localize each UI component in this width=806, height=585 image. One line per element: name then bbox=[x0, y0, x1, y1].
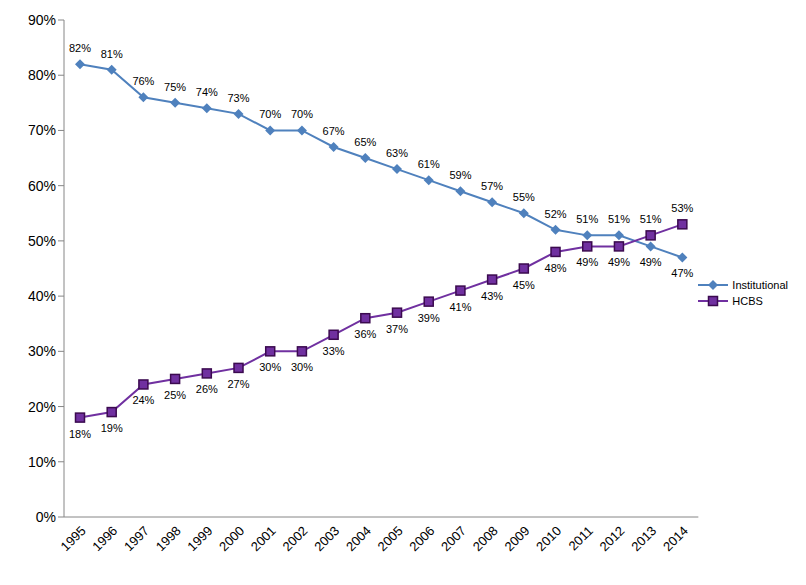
svg-text:67%: 67% bbox=[323, 125, 345, 137]
svg-text:2011: 2011 bbox=[566, 523, 596, 553]
svg-text:61%: 61% bbox=[418, 158, 440, 170]
svg-text:49%: 49% bbox=[640, 256, 662, 268]
svg-text:2000: 2000 bbox=[216, 523, 247, 554]
svg-text:49%: 49% bbox=[608, 256, 630, 268]
svg-text:52%: 52% bbox=[545, 208, 567, 220]
svg-text:2007: 2007 bbox=[438, 523, 469, 554]
svg-text:19%: 19% bbox=[101, 422, 123, 434]
svg-text:40%: 40% bbox=[28, 288, 56, 304]
svg-text:33%: 33% bbox=[323, 345, 345, 357]
html-text:HCBS: HCBS bbox=[732, 294, 763, 307]
svg-text:49%: 49% bbox=[576, 256, 598, 268]
svg-text:18%: 18% bbox=[69, 428, 91, 440]
svg-text:65%: 65% bbox=[354, 136, 376, 148]
svg-text:73%: 73% bbox=[227, 92, 249, 104]
svg-text:1998: 1998 bbox=[153, 523, 184, 554]
svg-text:20%: 20% bbox=[28, 399, 56, 415]
svg-text:53%: 53% bbox=[671, 202, 693, 214]
svg-text:2001: 2001 bbox=[248, 523, 279, 554]
svg-text:50%: 50% bbox=[28, 233, 56, 249]
svg-text:48%: 48% bbox=[545, 262, 567, 274]
svg-text:10%: 10% bbox=[28, 454, 56, 470]
svg-text:2014: 2014 bbox=[660, 523, 691, 554]
svg-text:51%: 51% bbox=[576, 213, 598, 225]
svg-text:41%: 41% bbox=[449, 301, 471, 313]
svg-text:0%: 0% bbox=[36, 509, 56, 525]
svg-text:2010: 2010 bbox=[533, 523, 564, 554]
svg-text:2002: 2002 bbox=[280, 523, 311, 554]
svg-text:80%: 80% bbox=[28, 67, 56, 83]
svg-text:37%: 37% bbox=[386, 323, 408, 335]
svg-text:30%: 30% bbox=[28, 343, 56, 359]
svg-text:45%: 45% bbox=[513, 279, 535, 291]
svg-text:51%: 51% bbox=[640, 213, 662, 225]
svg-text:74%: 74% bbox=[196, 86, 218, 98]
svg-text:70%: 70% bbox=[291, 108, 313, 120]
svg-text:1997: 1997 bbox=[121, 523, 152, 554]
svg-text:1996: 1996 bbox=[89, 523, 120, 554]
svg-text:59%: 59% bbox=[449, 169, 471, 181]
svg-text:90%: 90% bbox=[28, 12, 56, 28]
svg-text:25%: 25% bbox=[164, 389, 186, 401]
svg-text:60%: 60% bbox=[28, 178, 56, 194]
svg-text:70%: 70% bbox=[259, 108, 281, 120]
html-text:Institutional: Institutional bbox=[732, 278, 788, 291]
svg-text:55%: 55% bbox=[513, 191, 535, 203]
svg-text:36%: 36% bbox=[354, 328, 376, 340]
svg-text:2008: 2008 bbox=[470, 523, 501, 554]
svg-text:43%: 43% bbox=[481, 290, 503, 302]
svg-text:2009: 2009 bbox=[501, 523, 532, 554]
svg-text:30%: 30% bbox=[259, 361, 281, 373]
svg-text:24%: 24% bbox=[132, 394, 154, 406]
svg-text:75%: 75% bbox=[164, 81, 186, 93]
svg-text:2012: 2012 bbox=[597, 523, 628, 554]
svg-text:30%: 30% bbox=[291, 361, 313, 373]
svg-text:82%: 82% bbox=[69, 42, 91, 54]
svg-text:1999: 1999 bbox=[184, 523, 215, 554]
svg-text:2013: 2013 bbox=[628, 523, 659, 554]
svg-text:51%: 51% bbox=[608, 213, 630, 225]
svg-text:57%: 57% bbox=[481, 180, 503, 192]
svg-text:47%: 47% bbox=[671, 267, 693, 279]
svg-text:39%: 39% bbox=[418, 312, 440, 324]
svg-text:81%: 81% bbox=[101, 48, 123, 60]
svg-text:2006: 2006 bbox=[406, 523, 437, 554]
svg-text:2004: 2004 bbox=[343, 523, 374, 554]
svg-text:27%: 27% bbox=[227, 378, 249, 390]
svg-text:26%: 26% bbox=[196, 383, 218, 395]
svg-text:1995: 1995 bbox=[58, 523, 89, 554]
svg-text:76%: 76% bbox=[132, 75, 154, 87]
svg-text:63%: 63% bbox=[386, 147, 408, 159]
svg-text:70%: 70% bbox=[28, 122, 56, 138]
svg-text:2003: 2003 bbox=[311, 523, 342, 554]
svg-text:2005: 2005 bbox=[375, 523, 406, 554]
